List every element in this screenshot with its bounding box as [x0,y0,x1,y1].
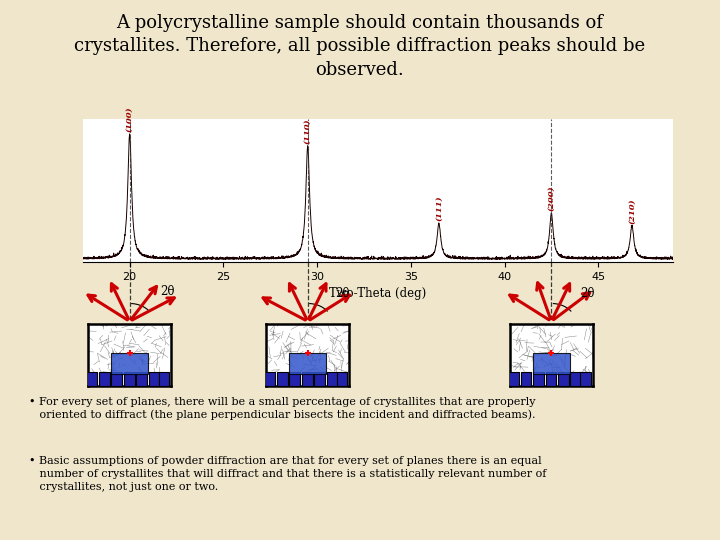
Bar [124,372,135,386]
Text: • Basic assumptions of powder diffraction are that for every set of planes there: • Basic assumptions of powder diffractio… [29,456,546,492]
Bar [99,372,109,386]
Bar [277,372,288,386]
Bar [570,372,581,386]
Text: 2θ: 2θ [160,285,174,298]
Bar [112,353,148,374]
Bar [149,372,159,386]
X-axis label: Two-Theta (deg): Two-Theta (deg) [329,287,427,300]
Bar [533,353,570,374]
Bar [86,372,97,386]
Text: 2θ: 2θ [580,287,595,300]
Text: (100): (100) [126,106,134,132]
Bar [158,372,169,386]
Bar [289,372,300,386]
Bar [112,372,122,386]
Bar [136,372,147,386]
Bar [508,372,519,386]
Bar [337,372,348,386]
Bar [558,372,569,386]
Text: (111): (111) [435,195,443,221]
Bar [265,372,276,386]
Text: (210): (210) [628,198,636,224]
Bar [327,372,338,386]
Text: 2θ: 2θ [335,287,350,300]
Bar [315,372,325,386]
Bar [302,372,312,386]
Text: (200): (200) [547,186,555,211]
Bar [580,372,591,386]
Bar [521,372,531,386]
Text: • For every set of planes, there will be a small percentage of crystallites that: • For every set of planes, there will be… [29,397,535,421]
Bar [289,353,326,374]
Text: A polycrystalline sample should contain thousands of
crystallites. Therefore, al: A polycrystalline sample should contain … [74,14,646,79]
Bar [533,372,544,386]
Bar [546,372,557,386]
Text: (110): (110) [304,118,312,144]
